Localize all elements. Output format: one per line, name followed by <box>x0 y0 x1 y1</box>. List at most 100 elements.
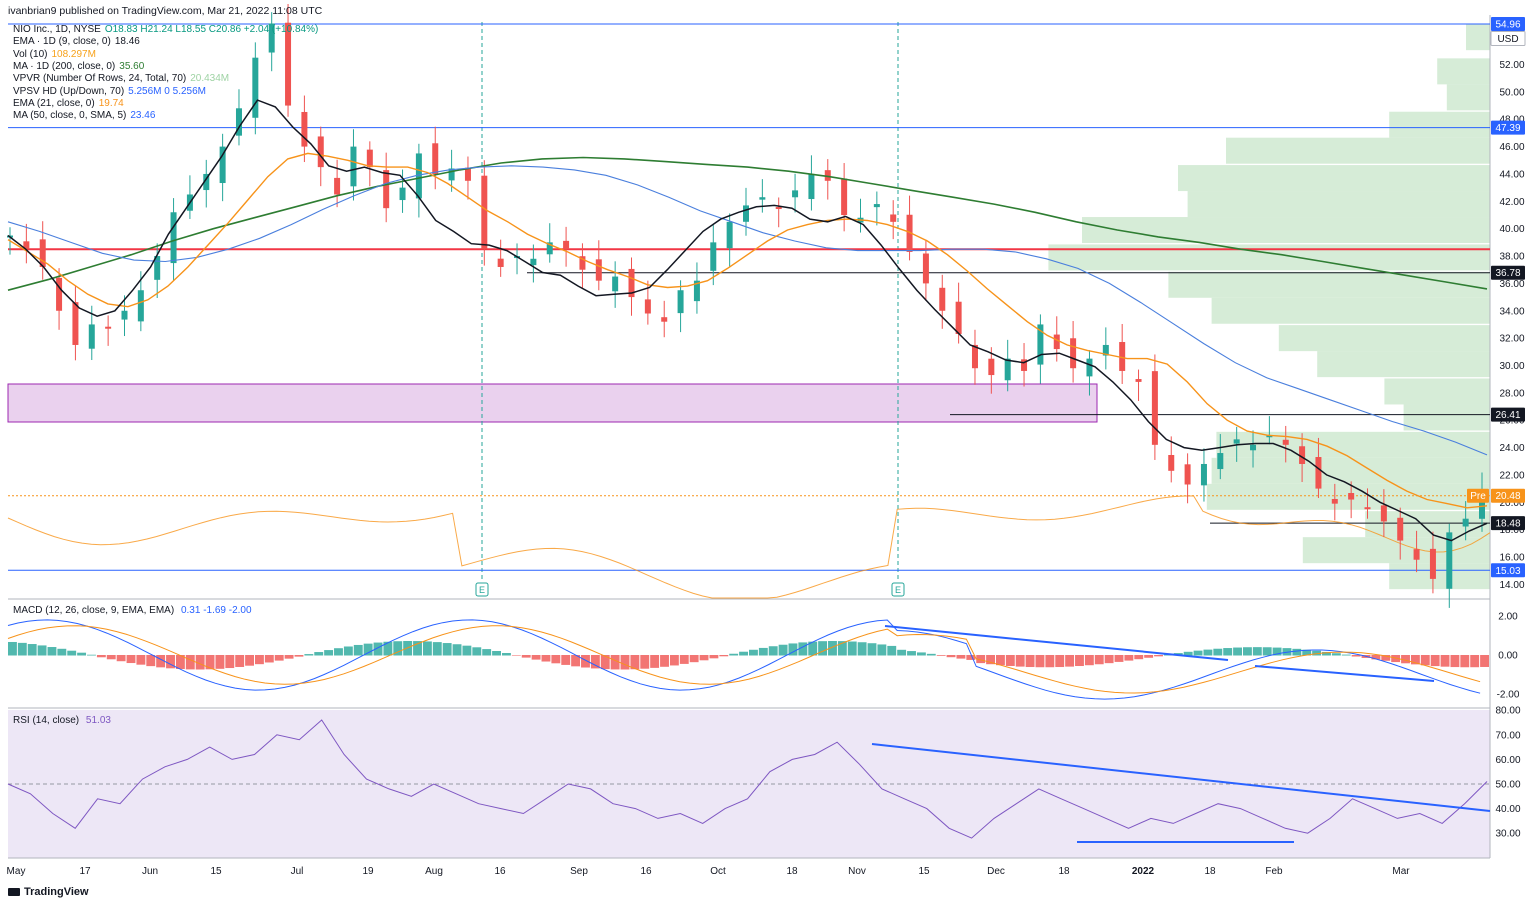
macd-histogram-bar <box>255 655 264 665</box>
time-tick-label: 16 <box>494 866 506 877</box>
macd-histogram-bar <box>502 653 511 656</box>
macd-histogram-bar <box>600 655 610 670</box>
ma50-line <box>7 165 1488 456</box>
volume-profile-row <box>1446 84 1490 111</box>
macd-histogram-bar <box>175 655 185 670</box>
macd-trendline <box>1254 665 1435 682</box>
rsi-tick-label: 30.00 <box>1495 829 1520 840</box>
macd-histogram-bar <box>462 645 472 656</box>
macd-histogram-bar <box>1410 655 1420 665</box>
price-label: USD <box>1497 34 1518 45</box>
legend-value: 19.74 <box>98 97 124 109</box>
macd-histogram-bar <box>867 643 877 656</box>
candle-body <box>890 214 897 222</box>
candle-body <box>1348 493 1355 500</box>
macd-histogram-bar <box>1233 647 1242 656</box>
candle-body <box>399 187 406 201</box>
legend-value: 20.434M <box>190 73 230 85</box>
price-label: 26.41 <box>1495 410 1520 421</box>
resistance-zone <box>7 383 1098 423</box>
volume-line <box>7 495 1491 599</box>
volume-profile-row <box>1278 325 1490 352</box>
rsi-legend: RSI (14, close) 51.03 <box>13 715 111 726</box>
candle-body <box>1364 507 1371 510</box>
moving-averages <box>7 99 1488 542</box>
macd-histogram-bar <box>1243 647 1252 656</box>
candle-body <box>1315 457 1322 489</box>
macd-histogram-bar <box>828 640 837 656</box>
macd-histogram-bar <box>907 651 916 656</box>
candle-body <box>693 280 700 302</box>
macd-histogram-bar <box>1035 655 1045 668</box>
macd-histogram-bar <box>442 643 452 656</box>
macd-histogram-bar <box>294 655 304 657</box>
pre-label: Pre <box>1470 491 1486 502</box>
candle-body <box>1233 439 1240 444</box>
candle-body <box>1102 344 1109 356</box>
macd-histogram-bar <box>956 655 966 659</box>
macd-histogram-bar <box>422 641 432 656</box>
macd-histogram-bar <box>1144 655 1154 658</box>
candle-body <box>595 259 602 281</box>
macd-histogram-bar <box>571 655 581 667</box>
candle-body <box>644 299 651 314</box>
price-label: 18.48 <box>1495 519 1520 530</box>
macd-histogram-bar <box>393 641 403 656</box>
earnings-marker <box>475 582 489 597</box>
macd-histogram-bar <box>877 644 887 656</box>
macd-histogram-bar <box>679 655 689 664</box>
candle-body <box>775 207 782 210</box>
macd-legend: MACD (12, 26, close, 9, EMA, EMA) 0.31 -… <box>13 605 252 616</box>
macd-histogram-bar <box>284 655 294 659</box>
macd-pane: 2.00 0.00 -2.00 <box>7 612 1520 701</box>
macd-histogram-bar <box>37 645 47 656</box>
macd-histogram-bar <box>847 641 857 656</box>
legend-row: NIO Inc., 1D, NYSE O18.83 H21.24 L18.55 C… <box>13 24 318 35</box>
price-label-box <box>1491 120 1525 135</box>
candle-body <box>39 239 46 267</box>
macd-histogram-bar <box>87 654 96 656</box>
macd-histogram-bar <box>1005 655 1015 666</box>
macd-histogram-bar <box>946 655 956 658</box>
signal-line <box>7 625 1481 694</box>
candle-body <box>285 22 292 106</box>
macd-histogram-bar <box>1183 651 1193 656</box>
macd-histogram-bar <box>1341 654 1351 656</box>
price-tick-label: 24.00 <box>1499 443 1524 454</box>
macd-tick-label: 0.00 <box>1498 651 1518 662</box>
volume-profile-row <box>1216 431 1490 458</box>
rsi-tick-label: 40.00 <box>1495 804 1520 815</box>
candle-body <box>219 146 226 184</box>
candle-body <box>824 170 831 181</box>
candle-body <box>661 317 668 322</box>
time-tick-label: Nov <box>848 866 866 877</box>
volume-line <box>7 495 1491 599</box>
macd-histogram-bar <box>156 655 166 668</box>
volume-profile-row <box>1389 563 1490 590</box>
candle-body <box>235 108 242 136</box>
legend-row: EMA (21, close, 0) 19.74 <box>13 98 124 109</box>
earnings-marker <box>891 582 905 597</box>
candle-body <box>530 258 537 266</box>
time-tick-label: 18 <box>1058 866 1070 877</box>
macd-histogram-bar <box>1322 651 1331 656</box>
macd-histogram-bar <box>837 641 847 656</box>
tradingview-footer[interactable]: TradingView <box>8 886 89 898</box>
candle-body <box>252 57 259 118</box>
macd-histogram-bar <box>788 643 798 656</box>
candle-body <box>922 253 929 284</box>
macd-histogram-bar <box>669 655 679 666</box>
price-tick-label: 18.00 <box>1499 525 1524 536</box>
legend-label: Vol (10) <box>13 48 48 60</box>
volume-profile-row <box>1178 165 1490 192</box>
candle-body <box>383 170 390 209</box>
candle-body <box>1053 334 1060 350</box>
macd-histogram-bar <box>274 655 284 661</box>
macd-histogram-bar <box>482 649 492 656</box>
macd-histogram-bar <box>818 641 828 656</box>
macd-histogram-bar <box>96 655 106 658</box>
price-label-box <box>1491 17 1525 32</box>
macd-histogram-bar <box>166 655 175 669</box>
